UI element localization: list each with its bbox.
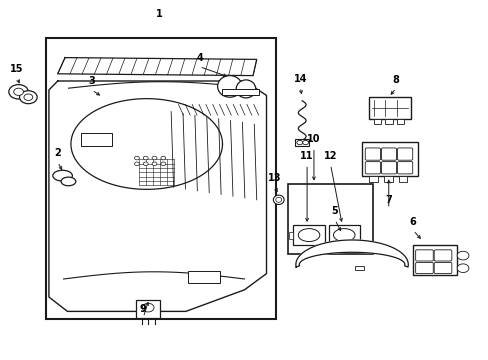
Text: 5: 5: [331, 206, 338, 216]
Bar: [46, 38, 276, 319]
Text: 9: 9: [140, 304, 146, 314]
Text: 11: 11: [300, 151, 313, 161]
Circle shape: [143, 156, 148, 160]
FancyBboxPatch shape: [433, 250, 451, 261]
Ellipse shape: [9, 85, 28, 99]
Bar: [289, 232, 293, 239]
Bar: [361, 142, 417, 176]
Ellipse shape: [333, 229, 354, 242]
Bar: [385, 119, 392, 124]
Bar: [222, 89, 259, 95]
Ellipse shape: [217, 76, 242, 97]
Bar: [368, 97, 410, 119]
FancyBboxPatch shape: [381, 148, 396, 160]
Bar: [188, 271, 220, 283]
Bar: [373, 119, 381, 124]
Text: 14: 14: [293, 73, 306, 84]
Ellipse shape: [142, 303, 154, 312]
Ellipse shape: [14, 88, 23, 95]
Ellipse shape: [24, 94, 33, 100]
Text: 3: 3: [88, 76, 95, 86]
Text: 6: 6: [409, 217, 416, 227]
Circle shape: [143, 162, 148, 166]
Bar: [328, 225, 360, 245]
Circle shape: [152, 162, 157, 166]
FancyBboxPatch shape: [415, 262, 432, 274]
FancyBboxPatch shape: [365, 162, 380, 174]
Text: 1: 1: [155, 9, 162, 19]
Bar: [81, 133, 112, 146]
Ellipse shape: [456, 251, 468, 260]
Text: 4: 4: [196, 53, 203, 63]
Circle shape: [134, 162, 139, 166]
Text: 7: 7: [385, 195, 391, 205]
FancyBboxPatch shape: [415, 250, 432, 261]
Ellipse shape: [20, 91, 37, 104]
Text: 13: 13: [267, 173, 281, 183]
Circle shape: [134, 156, 139, 160]
Bar: [368, 176, 377, 182]
Polygon shape: [295, 240, 407, 267]
Bar: [354, 266, 364, 270]
Ellipse shape: [275, 197, 281, 202]
Text: 15: 15: [10, 64, 24, 74]
Ellipse shape: [273, 195, 284, 204]
Ellipse shape: [61, 177, 76, 186]
Bar: [295, 139, 308, 146]
Text: 10: 10: [306, 134, 320, 144]
FancyBboxPatch shape: [365, 148, 380, 160]
Text: 12: 12: [323, 151, 337, 161]
Bar: [396, 119, 403, 124]
FancyBboxPatch shape: [433, 262, 451, 274]
Ellipse shape: [302, 140, 308, 145]
Bar: [136, 300, 160, 318]
Circle shape: [161, 162, 165, 166]
FancyBboxPatch shape: [397, 148, 412, 160]
Bar: [287, 184, 372, 254]
Bar: [383, 176, 392, 182]
Bar: [293, 225, 325, 245]
FancyBboxPatch shape: [381, 162, 396, 174]
Ellipse shape: [236, 80, 255, 98]
FancyBboxPatch shape: [397, 162, 412, 174]
Bar: [398, 176, 407, 182]
Ellipse shape: [296, 140, 302, 145]
Bar: [412, 245, 456, 275]
Circle shape: [161, 156, 165, 160]
Ellipse shape: [456, 264, 468, 273]
Text: 8: 8: [392, 75, 399, 85]
Circle shape: [152, 156, 157, 160]
Ellipse shape: [298, 229, 319, 242]
Text: 2: 2: [54, 148, 61, 158]
Ellipse shape: [53, 170, 72, 181]
